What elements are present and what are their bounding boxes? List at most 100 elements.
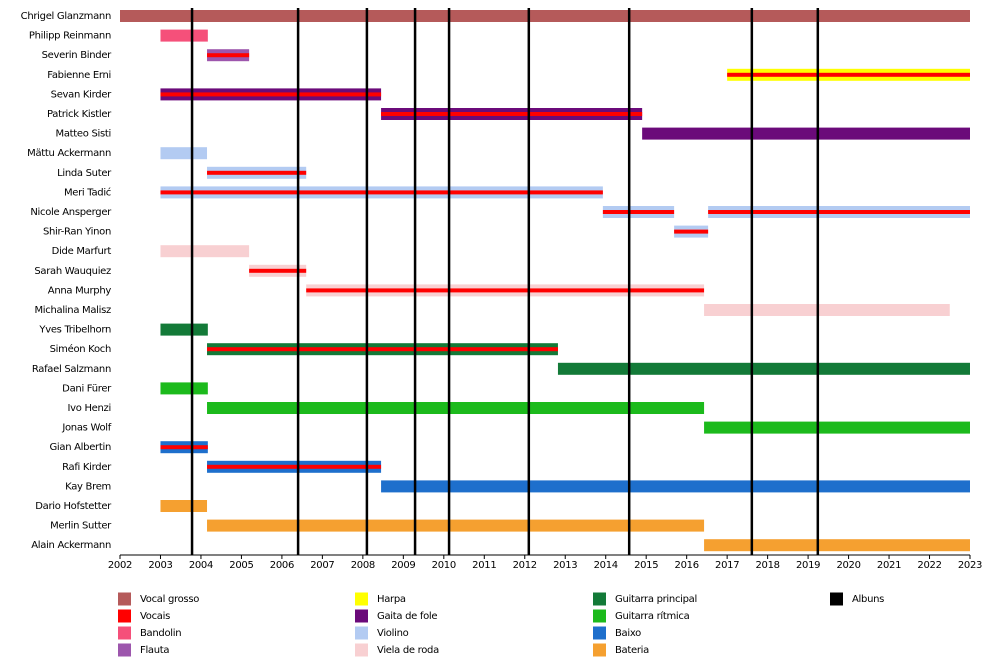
member-bar xyxy=(120,10,970,22)
member-label: Rafael Salzmann xyxy=(32,364,111,375)
member-label: Fabienne Erni xyxy=(47,70,111,81)
member-bar xyxy=(160,323,208,336)
x-tick-label: 2011 xyxy=(472,560,496,571)
member-bar xyxy=(160,382,208,395)
member-label: Nicole Ansperger xyxy=(30,207,112,218)
member-bar xyxy=(160,500,208,512)
legend-swatch xyxy=(355,592,368,606)
x-tick-label: 2022 xyxy=(917,560,941,571)
x-tick-label: 2006 xyxy=(270,560,294,571)
member-label: Chrigel Glanzmann xyxy=(21,11,111,22)
legend-label: Guitarra principal xyxy=(615,594,697,605)
legend-label: Viela de roda xyxy=(377,645,439,656)
member-label: Dide Marfurt xyxy=(52,246,112,257)
member-bar xyxy=(207,519,705,532)
member-bar xyxy=(642,127,970,140)
role-stripe xyxy=(381,112,643,116)
legend-label: Gaita de fole xyxy=(377,611,437,622)
x-tick-label: 2004 xyxy=(189,560,213,571)
x-tick-label: 2016 xyxy=(675,560,699,571)
legend-swatch xyxy=(593,626,606,640)
member-label: Severin Binder xyxy=(42,50,113,61)
legend-swatch xyxy=(355,626,368,640)
x-tick-label: 2017 xyxy=(715,560,739,571)
legend-label: Bateria xyxy=(615,645,649,656)
member-label: Kay Brem xyxy=(65,481,111,492)
member-label: Michalina Malisz xyxy=(34,305,111,316)
member-label: Siméon Koch xyxy=(50,343,111,355)
legend-swatch xyxy=(355,643,368,657)
role-stripe xyxy=(207,464,382,469)
member-label: Sevan Kirder xyxy=(51,89,113,100)
member-label: Gian Albertin xyxy=(49,442,111,453)
role-stripe xyxy=(306,288,705,293)
member-bar xyxy=(160,147,208,160)
legend-swatch xyxy=(830,592,843,606)
role-stripe xyxy=(249,268,307,273)
x-tick-label: 2010 xyxy=(432,560,456,571)
x-tick-label: 2023 xyxy=(958,560,982,571)
legend-swatch xyxy=(593,609,606,623)
member-label: Merlin Sutter xyxy=(50,521,112,532)
legend-swatch xyxy=(355,609,368,623)
legend-swatch xyxy=(118,643,131,657)
role-stripe xyxy=(207,347,558,352)
legend-label: Vocal grosso xyxy=(140,594,199,605)
role-stripe xyxy=(207,170,307,175)
role-stripe xyxy=(674,229,709,234)
member-label: Yves Tribelhorn xyxy=(38,325,111,336)
legend-label: Harpa xyxy=(377,594,406,605)
role-stripe xyxy=(602,210,675,214)
member-label: Dani Fürer xyxy=(62,383,112,394)
member-label: Linda Suter xyxy=(57,168,112,179)
x-tick-label: 2009 xyxy=(391,560,415,571)
member-bar xyxy=(704,539,970,552)
member-bar xyxy=(160,29,208,42)
member-label: Meri Tadić xyxy=(64,186,111,198)
x-tick-label: 2013 xyxy=(553,560,577,571)
legend-label: Bandolin xyxy=(140,628,181,639)
member-label: Sarah Wauquiez xyxy=(34,266,111,277)
member-bar xyxy=(557,362,970,375)
member-bar xyxy=(704,421,970,434)
x-tick-label: 2019 xyxy=(796,560,820,571)
role-stripe xyxy=(160,190,603,195)
legend-label: Vocais xyxy=(140,611,170,622)
member-label: Jonas Wolf xyxy=(61,423,111,434)
member-label: Mättu Ackermann xyxy=(27,148,111,159)
legend-label: Baixo xyxy=(615,628,641,639)
member-label: Patrick Kistler xyxy=(47,109,112,120)
member-label: Dario Hofstetter xyxy=(35,501,112,512)
x-tick-label: 2012 xyxy=(513,560,537,571)
member-label: Ivo Henzi xyxy=(67,403,111,414)
legend-label: Guitarra rítmica xyxy=(615,610,690,622)
legend-swatch xyxy=(118,592,131,606)
x-tick-label: 2008 xyxy=(351,560,375,571)
member-label: Matteo Sisti xyxy=(56,129,111,140)
x-tick-label: 2007 xyxy=(310,560,334,571)
legend-label: Flauta xyxy=(140,645,169,656)
member-bar xyxy=(381,480,971,493)
legend-swatch xyxy=(118,609,131,623)
legend-label: Albuns xyxy=(852,594,884,605)
member-label: Philipp Reinmann xyxy=(29,31,111,42)
x-tick-label: 2005 xyxy=(229,560,253,571)
member-label: Shir-Ran Yinon xyxy=(43,227,111,238)
role-stripe xyxy=(207,53,250,58)
role-stripe xyxy=(160,445,208,450)
member-bar xyxy=(704,304,950,316)
legend-swatch xyxy=(593,643,606,657)
x-tick-label: 2003 xyxy=(148,560,172,571)
role-stripe xyxy=(708,210,970,214)
legend-swatch xyxy=(118,626,131,640)
member-label: Alain Ackermann xyxy=(31,540,111,551)
x-tick-label: 2002 xyxy=(108,560,132,571)
x-tick-label: 2015 xyxy=(634,560,658,571)
x-tick-label: 2020 xyxy=(836,560,860,571)
x-tick-label: 2018 xyxy=(755,560,779,571)
legend-label: Violino xyxy=(377,628,409,639)
x-tick-label: 2021 xyxy=(877,560,901,571)
member-bar xyxy=(207,402,705,414)
role-stripe xyxy=(727,72,970,77)
